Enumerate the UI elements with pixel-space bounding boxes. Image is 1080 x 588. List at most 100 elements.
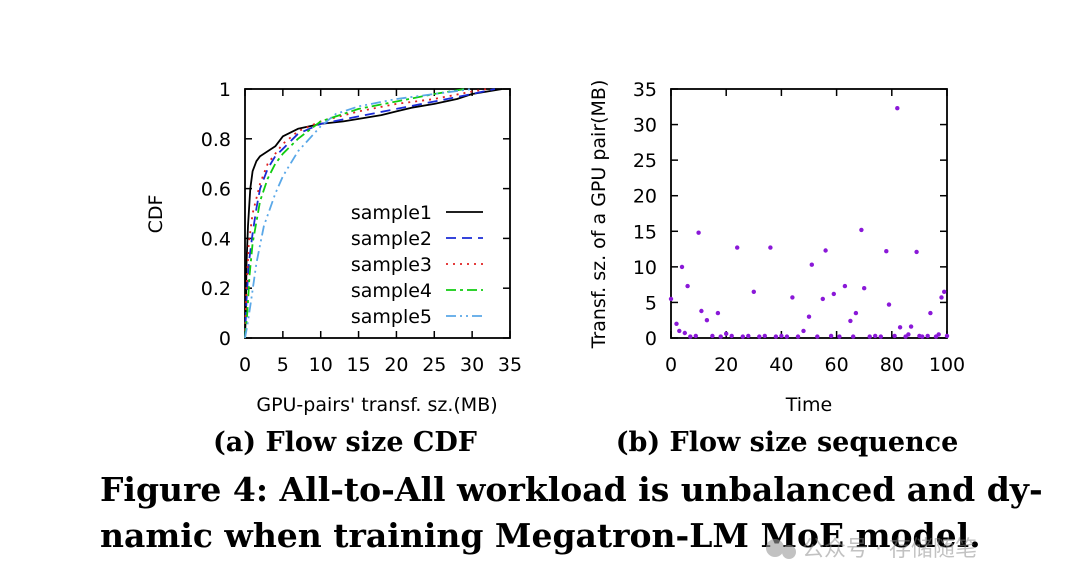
sequence-point: [920, 334, 925, 339]
legend-label-sample2: sample2: [351, 228, 432, 250]
sequence-points: [668, 106, 950, 339]
sequence-point: [674, 321, 679, 326]
sequence-point: [779, 333, 784, 339]
cdf-x-tick-label: 15: [346, 354, 370, 376]
sequence-point: [925, 333, 930, 339]
sequence-point: [820, 296, 825, 302]
sequence-y-tick-label: 10: [633, 257, 657, 279]
sequence-point: [823, 248, 828, 253]
sequence-point: [699, 308, 704, 314]
sequence-point: [801, 328, 806, 334]
sequence-y-tick-label: 5: [645, 292, 657, 314]
cdf-line-sample2: [244, 88, 496, 339]
sequence-point: [790, 295, 795, 300]
cdf-line-sample4: [244, 88, 465, 339]
sequence-point: [908, 324, 914, 329]
wechat-icon-bubble: [782, 545, 796, 559]
cdf-y-tick-label: 0.2: [201, 278, 231, 300]
cdf-series: [244, 88, 503, 339]
sequence-point: [715, 310, 721, 316]
wechat-icon: [766, 539, 784, 557]
sequence-point: [939, 295, 944, 300]
sequence-point: [740, 334, 745, 339]
sequence-point: [914, 249, 919, 255]
watermark-text: 公众号 · 存储随笔: [802, 537, 977, 562]
cdf-x-tick-label: 35: [498, 354, 522, 376]
sequence-point: [724, 331, 729, 336]
sequence-point: [837, 334, 842, 339]
cdf-x-tick-label: 25: [422, 354, 446, 376]
sequence-x-tick-label: 100: [929, 354, 965, 376]
cdf-y-tick-label: 1: [219, 79, 231, 101]
sequence-point: [897, 325, 903, 330]
sequence-x-tick-label: 80: [880, 354, 904, 376]
sequence-point: [718, 334, 723, 339]
legend-label-sample1: sample1: [351, 202, 432, 224]
sequence-point: [795, 334, 801, 339]
cdf-x-tick-label: 30: [460, 354, 484, 376]
sequence-ticks: 0 20 40 60 80 100 0 5 10 15 20 25 30 35: [633, 79, 965, 376]
sequence-point: [867, 334, 872, 339]
sequence-y-tick-label: 15: [633, 221, 657, 243]
cdf-x-tick-label: 10: [309, 354, 333, 376]
sequence-point: [746, 333, 751, 339]
cdf-x-tick-label: 20: [384, 354, 408, 376]
sequence-point: [768, 245, 773, 250]
sequence-point: [735, 245, 740, 250]
sequence-point: [679, 264, 685, 270]
sequence-point: [751, 289, 756, 294]
sequence-point: [688, 334, 693, 339]
sequence-plot-frame: [670, 88, 948, 339]
cdf-x-tick-label: 5: [277, 354, 289, 376]
subcaption-a: (a) Flow size CDF: [213, 427, 477, 458]
sequence-point: [682, 330, 687, 336]
cdf-y-axis-label: CDF: [145, 195, 167, 234]
cdf-legend: sample1 sample2 sample3 sample4 sample5: [351, 202, 483, 328]
sequence-point: [842, 283, 848, 289]
sequence-point: [884, 249, 889, 254]
sequence-point: [784, 334, 790, 339]
sequence-point: [809, 262, 814, 267]
cdf-y-tick-label: 0: [219, 328, 231, 350]
cdf-y-tick-label: 0.4: [201, 228, 231, 250]
sequence-point: [762, 333, 767, 339]
sequence-point: [895, 106, 900, 111]
sequence-point: [878, 334, 883, 339]
sequence-point: [928, 310, 933, 316]
sequence-point: [851, 334, 856, 339]
subcaption-b: (b) Flow size sequence: [616, 427, 959, 458]
cdf-plot-frame: [244, 88, 511, 339]
sequence-point: [704, 318, 710, 323]
sequence-x-tick-label: 0: [665, 354, 677, 376]
sequence-point: [862, 286, 867, 291]
legend-label-sample4: sample4: [351, 280, 432, 302]
caption-line-2: namic when training Megatron-LM MoE mode…: [100, 516, 981, 555]
sequence-point: [859, 227, 864, 233]
sequence-y-tick-label: 30: [633, 115, 657, 137]
sequence-point: [853, 310, 859, 316]
sequence-point: [906, 332, 911, 337]
sequence-x-tick-label: 20: [714, 354, 738, 376]
sequence-x-tick-label: 60: [825, 354, 849, 376]
sequence-point: [696, 230, 701, 235]
sequence-point: [773, 334, 779, 339]
sequence-point: [848, 318, 853, 324]
cdf-y-tick-label: 0.6: [201, 179, 231, 201]
sequence-point: [806, 314, 812, 319]
sequence-point: [677, 328, 682, 334]
caption-line-1: Figure 4: All-to-All workload is unbalan…: [100, 470, 1043, 509]
sequence-point: [710, 333, 715, 339]
sequence-point: [942, 289, 947, 294]
sequence-point: [831, 291, 836, 297]
sequence-point: [693, 333, 698, 339]
sequence-point: [668, 296, 674, 302]
cdf-x-axis-label: GPU-pairs' transf. sz.(MB): [256, 394, 497, 416]
watermark: 公众号 · 存储随笔: [766, 537, 977, 562]
sequence-point: [936, 332, 941, 337]
sequence-x-axis-label: Time: [785, 394, 833, 416]
cdf-ticks: 0 5 10 15 20 25 30 35 0 0.2 0.4 0.6 0.8 1: [201, 79, 522, 376]
legend-label-sample3: sample3: [351, 254, 432, 276]
sequence-point: [944, 333, 950, 339]
sequence-y-axis-label: Transf. sz. of a GPU pair(MB): [588, 80, 610, 350]
